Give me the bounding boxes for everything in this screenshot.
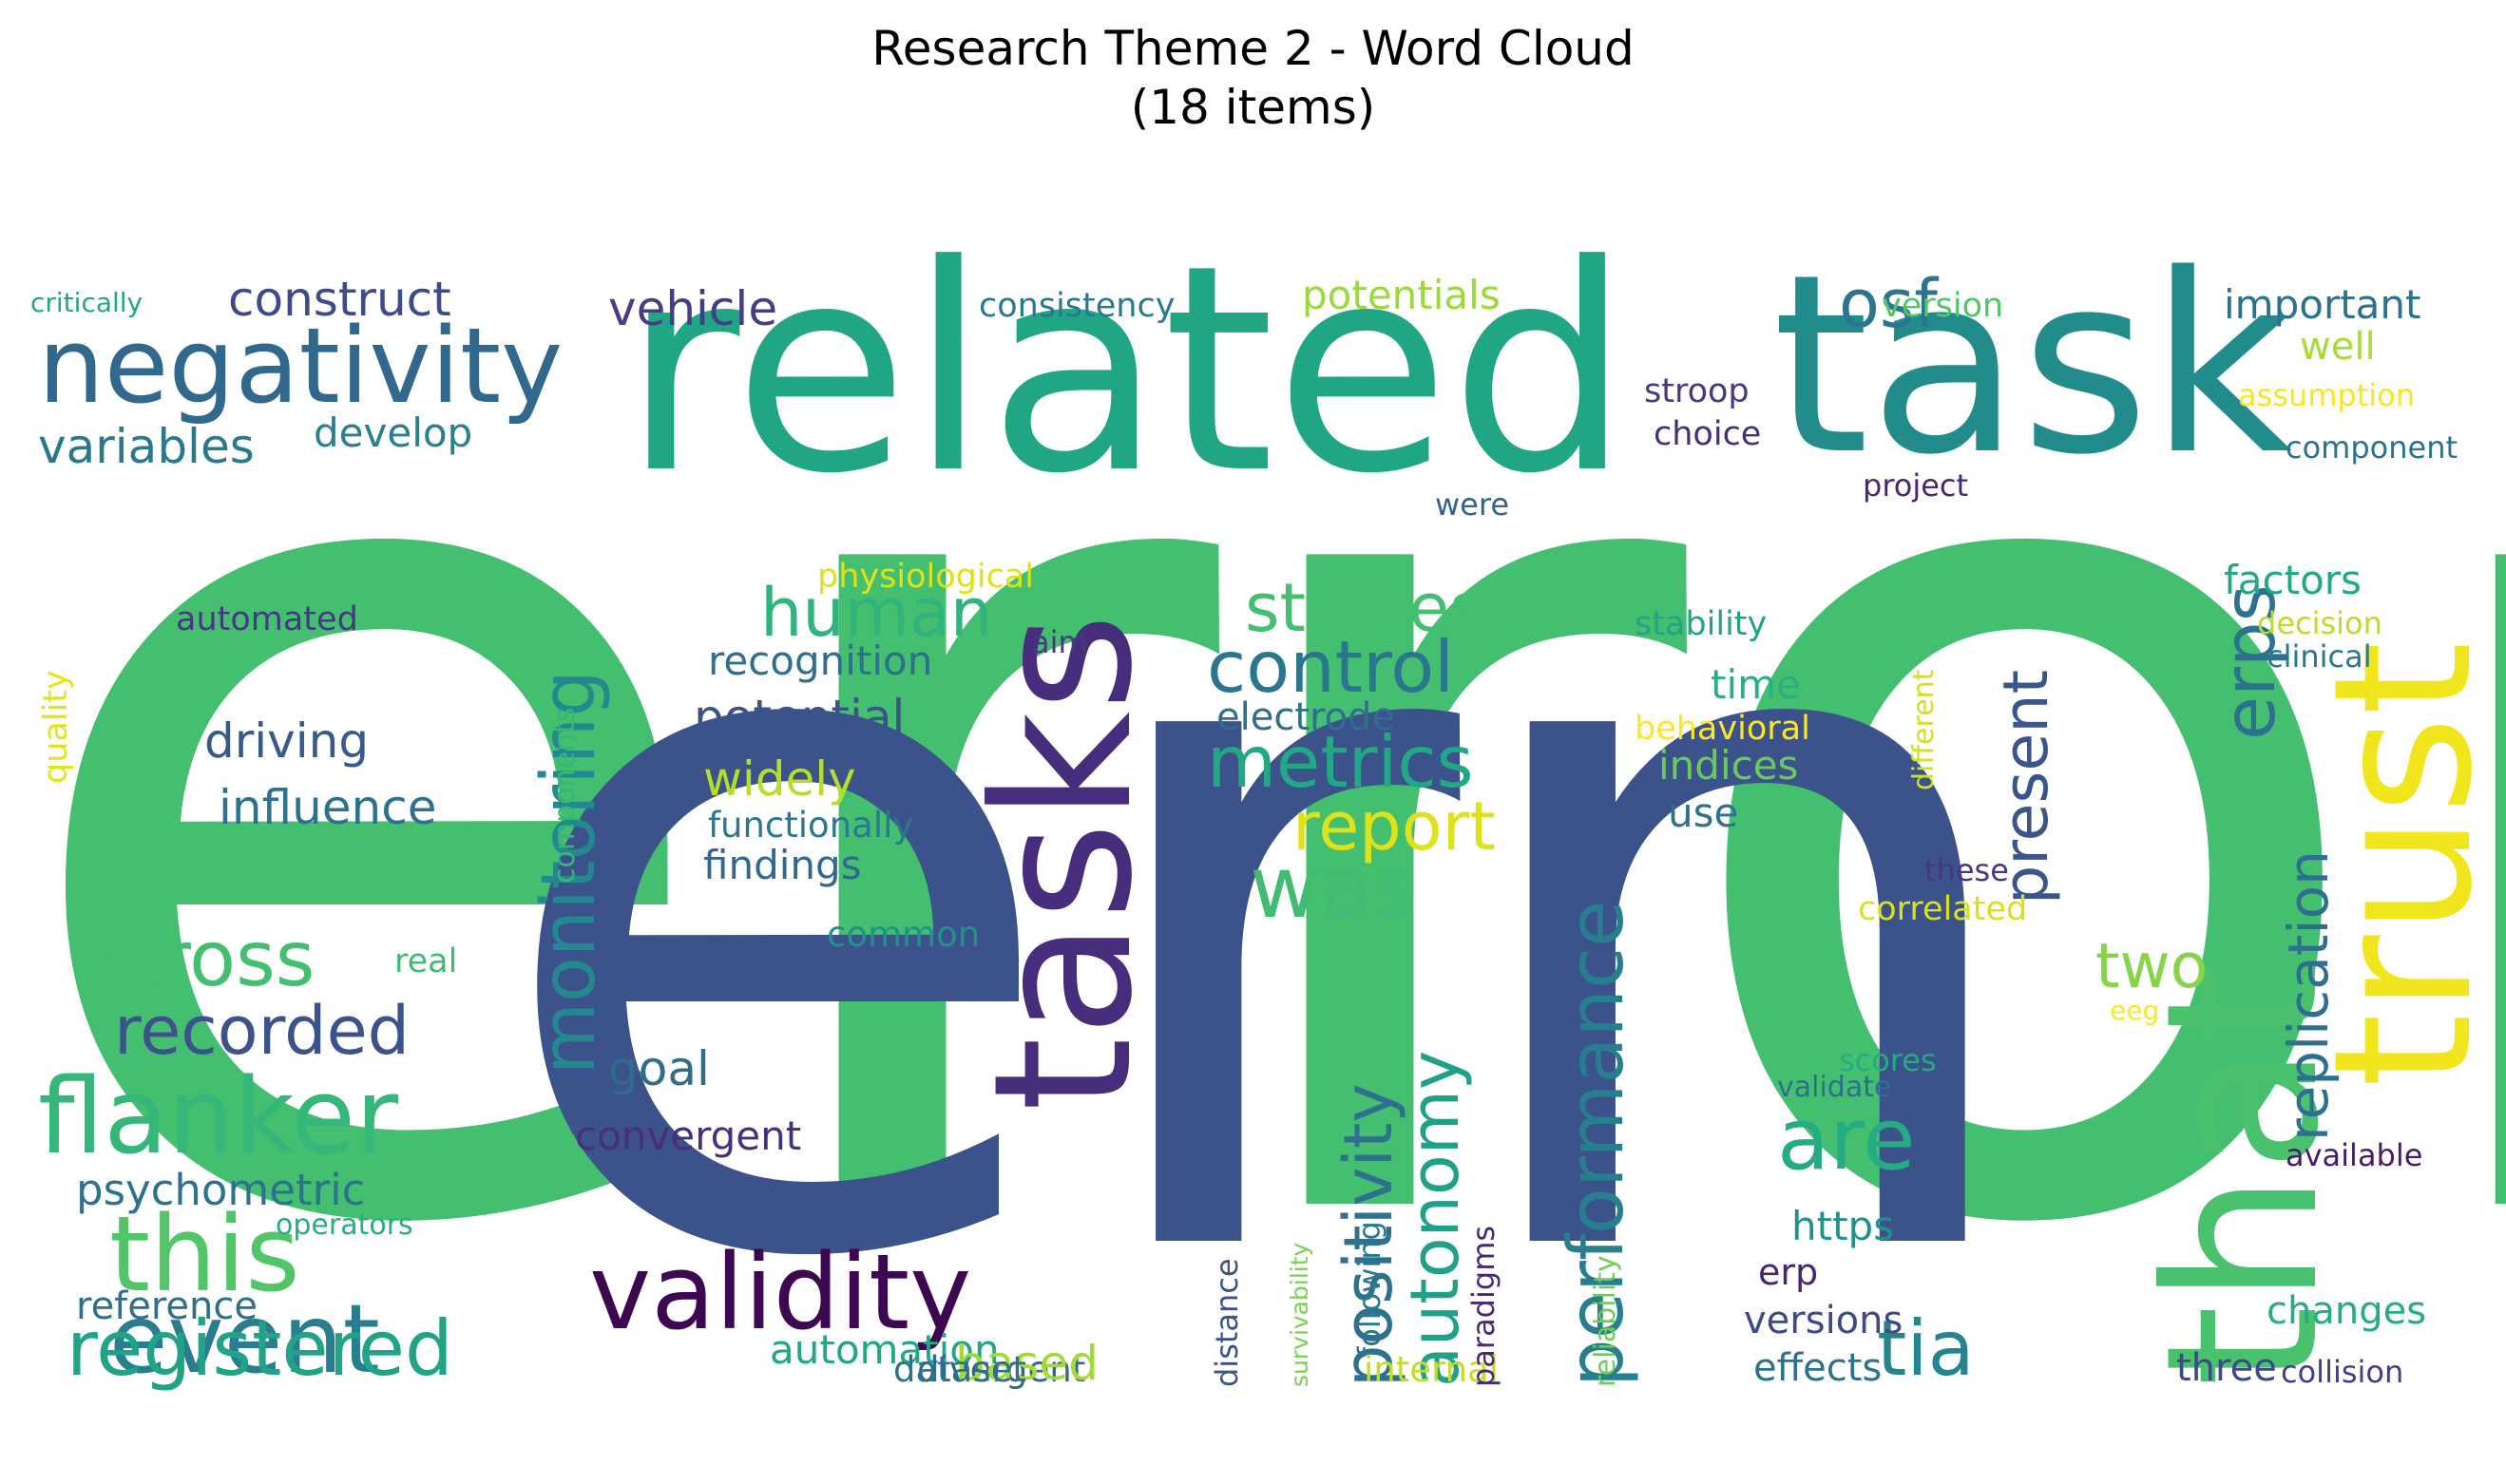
word-driving: driving	[204, 713, 370, 769]
word-registered: registered	[67, 1304, 453, 1393]
word-electrode: electrode	[1216, 695, 1396, 739]
word-component: component	[2286, 429, 2458, 466]
word-effects: effects	[1753, 1346, 1883, 1390]
word-distance: distance	[1209, 1258, 1245, 1387]
word-indices: indices	[1658, 742, 1799, 789]
word-validity: validity	[589, 1231, 972, 1353]
word-tasks: tasks	[953, 612, 1175, 1112]
word-goal: goal	[608, 1041, 710, 1096]
word-divergent: divergent	[917, 1349, 1086, 1390]
word-stability: stability	[1635, 605, 1768, 643]
word-validate: validate	[1777, 1071, 1892, 1104]
word-error: error	[0, 102, 2506, 1484]
word-real: real	[394, 942, 458, 980]
word-potentials: potentials	[1302, 272, 1501, 318]
title-line-1: Research Theme 2 - Word Cloud	[871, 21, 1635, 76]
word-convergent: convergent	[575, 1113, 802, 1159]
word-survivability: survivability	[1286, 1242, 1313, 1387]
word-vehicle: vehicle	[608, 281, 778, 336]
word-time: time	[1711, 661, 1801, 708]
word-clinical: clinical	[2267, 638, 2372, 675]
word-studies: studies	[1245, 569, 1484, 647]
word-available: available	[2286, 1137, 2423, 1173]
chart-title: Research Theme 2 - Word Cloud (18 items)	[0, 19, 2506, 137]
word-metrics: metrics	[1207, 720, 1474, 804]
word-construct: construct	[228, 272, 451, 327]
word-https: https	[1791, 1203, 1895, 1249]
word-reliability: reliability	[1589, 1255, 1622, 1387]
word-variables: variables	[38, 419, 255, 474]
word-findings: findings	[703, 842, 862, 888]
word-operators: operators	[276, 1208, 413, 1242]
word-functionally: functionally	[708, 805, 914, 846]
word-three: three	[2176, 1346, 2277, 1390]
word-changes: changes	[2267, 1289, 2427, 1333]
word-following: following	[1351, 1221, 1387, 1358]
word-replication: replication	[2276, 850, 2341, 1141]
word-task: task	[1772, 222, 2293, 509]
word-common: common	[827, 914, 981, 955]
word-osf: osf	[1839, 265, 1938, 343]
word-was: was	[1250, 838, 1417, 938]
word-this: this	[109, 1193, 300, 1315]
word-critically: critically	[30, 287, 143, 318]
word-recognition: recognition	[708, 637, 933, 684]
word-two: two	[2095, 931, 2209, 1002]
word-event: event	[109, 1284, 380, 1395]
word-internal: internal	[1364, 1349, 1499, 1390]
word-reference: reference	[76, 1284, 258, 1328]
word-are: are	[1777, 1090, 1916, 1189]
word-flanker: flanker	[38, 1056, 399, 1177]
word-potential: potential	[694, 690, 906, 745]
word-eeg: eeg	[2110, 995, 2160, 1026]
title-line-2: (18 items)	[1130, 80, 1376, 135]
word-tia: tia	[1877, 1304, 1975, 1393]
word-correlated: correlated	[1858, 890, 2028, 928]
word-components: components	[548, 707, 582, 884]
word-project: project	[1863, 467, 1969, 504]
word-influence: influence	[219, 780, 437, 835]
word-well: well	[2300, 325, 2376, 369]
word-automated: automated	[176, 600, 358, 638]
word-recorded: recorded	[114, 992, 411, 1070]
word-different: different	[1907, 669, 1941, 790]
word-psychometric: psychometric	[76, 1165, 366, 1215]
word-aim: aim	[1031, 624, 1088, 660]
word-autonomy: autonomy	[1396, 1050, 1474, 1387]
word-dataset: dataset	[893, 1349, 1026, 1390]
word-consistency: consistency	[979, 287, 1176, 325]
word-cloud: errorernrelatedtasktaskstrustthatnegativ…	[0, 138, 2506, 1388]
word-control: control	[1207, 625, 1454, 709]
word-were: were	[1435, 486, 1509, 523]
word-related: related	[622, 204, 1632, 536]
word-paradigms: paradigms	[1465, 1225, 1502, 1387]
word-stroop: stroop	[1644, 372, 1750, 410]
word-these: these	[1924, 852, 2009, 888]
word-physiological: physiological	[817, 558, 1034, 596]
word-decision: decision	[2257, 605, 2382, 641]
word-develop: develop	[314, 409, 473, 456]
word-automation: automation	[770, 1326, 1000, 1373]
word-across: across	[71, 915, 316, 1003]
word-versions: versions	[1744, 1299, 1903, 1342]
word-based: based	[955, 1336, 1099, 1391]
word-report: report	[1292, 788, 1496, 866]
word-use: use	[1668, 790, 1739, 836]
word-collision: collision	[2281, 1354, 2404, 1390]
word-widely: widely	[703, 752, 856, 807]
word-factors: factors	[2224, 557, 2362, 603]
word-scores: scores	[1839, 1042, 1937, 1078]
word-behavioral: behavioral	[1635, 710, 1810, 748]
word-ern: ern	[485, 359, 2046, 1465]
word-erp: erp	[1758, 1251, 1819, 1293]
word-negativity: negativity	[38, 305, 564, 427]
word-assumption: assumption	[2238, 377, 2416, 413]
word-choice: choice	[1654, 415, 1762, 453]
word-version: version	[1882, 287, 2004, 325]
word-important: important	[2224, 281, 2421, 328]
word-quality: quality	[37, 670, 75, 784]
word-human: human	[760, 574, 993, 652]
